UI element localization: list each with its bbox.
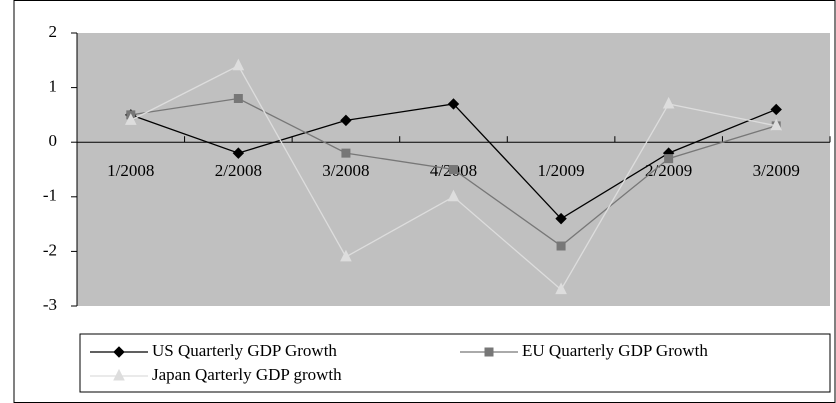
x-tick-label: 3/2008	[322, 161, 369, 180]
x-tick-label: 1/2009	[537, 161, 584, 180]
data-point	[447, 98, 460, 110]
data-point	[232, 58, 245, 71]
data-point	[233, 94, 243, 104]
data-point	[556, 241, 566, 251]
data-point	[232, 147, 245, 159]
data-point	[555, 212, 567, 225]
legend-marker	[113, 346, 125, 358]
data-point	[662, 96, 675, 109]
data-point	[770, 118, 783, 131]
data-point	[124, 113, 137, 125]
x-tick-label: 1/2008	[107, 161, 154, 180]
legend-box	[79, 333, 831, 393]
legend-label: US Quarterly GDP Growth	[152, 341, 337, 360]
data-point	[340, 114, 352, 127]
legend-label: Japan Qarterly GDP growth	[152, 365, 342, 384]
legend-marker	[113, 368, 125, 381]
legend-marker	[484, 347, 494, 357]
data-point	[770, 103, 782, 116]
y-tick-label: -2	[43, 240, 57, 259]
data-point	[664, 154, 674, 164]
data-point	[341, 148, 351, 158]
y-tick-label: -3	[43, 295, 57, 314]
data-point	[340, 249, 352, 262]
data-point	[447, 189, 460, 202]
x-tick-label: 2/2008	[215, 161, 262, 180]
y-tick-label: -1	[43, 186, 57, 205]
data-point	[555, 282, 567, 295]
x-tick-label: 2/2009	[645, 161, 692, 180]
x-tick-label: 3/2009	[753, 161, 800, 180]
y-tick-label: 2	[49, 22, 58, 41]
data-point	[449, 165, 458, 174]
y-tick-label: 1	[49, 77, 58, 96]
legend-label: EU Quarterly GDP Growth	[522, 341, 708, 360]
y-tick-label: 0	[49, 131, 58, 150]
